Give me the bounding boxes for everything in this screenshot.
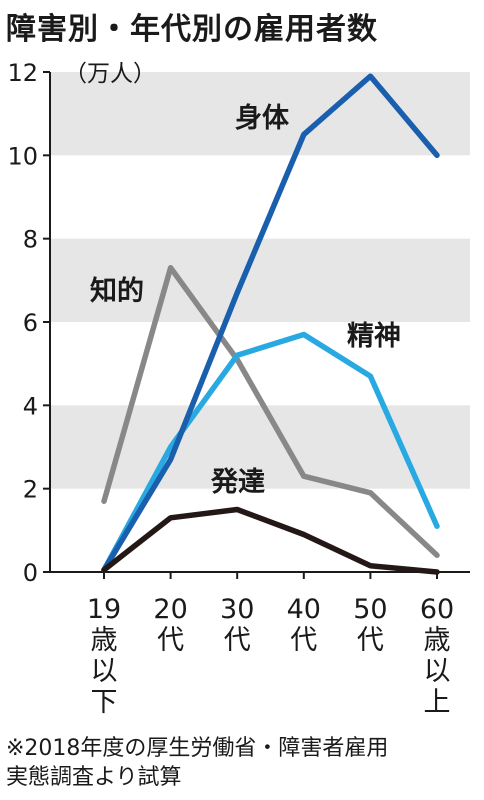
series-label: 発達 <box>210 467 265 498</box>
x-tick-label-part: 以 <box>424 656 451 687</box>
series-label: 身体 <box>235 102 290 134</box>
series-line-3 <box>101 331 440 573</box>
series-label: 知的 <box>90 275 144 307</box>
y-tick-label: 12 <box>7 59 38 87</box>
y-tick-label: 6 <box>23 309 38 337</box>
x-tick-label-part: 代 <box>357 625 384 656</box>
y-axis-ticks: 0 2 4 6 8 10 12 （万人） <box>7 59 156 587</box>
x-tick-label-part: 20 <box>153 594 187 625</box>
series-line-1 <box>101 73 440 573</box>
x-tick-label-part: 30 <box>220 594 254 625</box>
x-tick-label-part: 下 <box>91 687 118 718</box>
series-label: 精神 <box>347 321 401 352</box>
x-tick-label: 20代 <box>153 594 187 656</box>
source-note-line-2: 実態調査より試算 <box>6 765 182 790</box>
x-tick-label-part: 上 <box>424 687 451 718</box>
chart-title: 障害別・年代別の雇用者数 <box>6 12 378 47</box>
y-tick-label: 4 <box>23 392 38 420</box>
x-tick-label: 50代 <box>353 594 387 656</box>
y-tick-label: 0 <box>23 559 38 587</box>
x-tick-label-part: 60 <box>420 594 454 625</box>
x-tick-label-part: 以 <box>91 656 118 687</box>
x-tick-label-part: 19 <box>87 594 121 625</box>
source-note: ※2018年度の厚生労働省・障害者雇用 実態調査より試算 <box>6 734 388 792</box>
x-tick-label-part: 代 <box>290 625 317 656</box>
grid-band <box>50 238 470 322</box>
y-tick-label: 8 <box>23 226 38 254</box>
series-lines <box>101 73 440 575</box>
y-tick-label: 10 <box>7 142 38 170</box>
x-tick-label-part: 50 <box>353 594 387 625</box>
x-tick-label-part: 歳 <box>424 625 451 656</box>
source-note-line-1: ※2018年度の厚生労働省・障害者雇用 <box>6 736 389 761</box>
x-tick-label-part: 代 <box>224 625 251 656</box>
x-tick-label-part: 40 <box>287 594 321 625</box>
x-tick-label: 30代 <box>220 594 254 656</box>
y-tick-label: 2 <box>23 476 38 504</box>
x-tick-label: 40代 <box>287 594 321 656</box>
x-tick-label-part: 歳 <box>91 625 118 656</box>
series-line-4 <box>101 506 440 575</box>
y-unit-label: （万人） <box>64 61 156 87</box>
series-line-2 <box>101 265 440 559</box>
x-tick-label-part: 代 <box>157 625 184 656</box>
